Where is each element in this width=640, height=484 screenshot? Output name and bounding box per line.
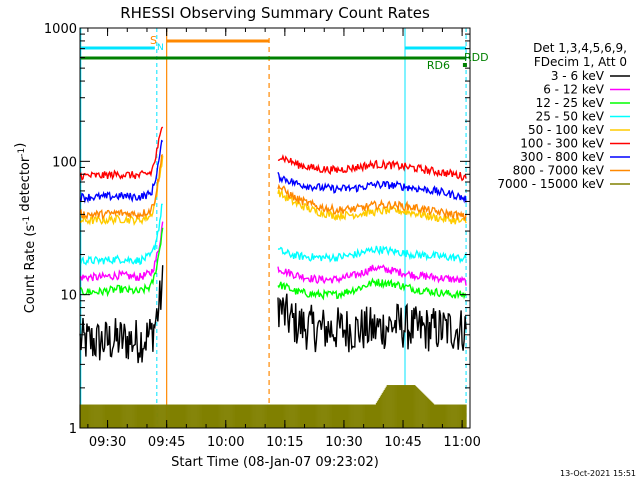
legend-label: 800 - 7000 keV	[513, 164, 605, 178]
y-axis-label-part: )	[13, 143, 28, 148]
series-line-2	[277, 277, 467, 301]
y-axis-label-superscript: -1	[22, 216, 32, 225]
series-line-5	[79, 126, 164, 181]
y-axis-label-part: Count Rate (s	[23, 225, 38, 314]
plot-frame	[79, 27, 471, 429]
legend-label: 3 - 6 keV	[551, 69, 605, 83]
legend-label: 100 - 300 keV	[520, 137, 604, 151]
series-line-2	[79, 227, 164, 298]
x-tick-label: 10:00	[207, 435, 244, 450]
series-line-6	[277, 171, 467, 204]
footer-timestamp: 13-Oct-2021 15:51	[560, 469, 636, 478]
legend-label: 25 - 50 keV	[536, 110, 605, 124]
x-axis-label: Start Time (08-Jan-07 09:23:02)	[171, 455, 379, 470]
chart-title: RHESSI Observing Summary Count Rates	[120, 4, 430, 22]
series-line-1	[79, 221, 164, 283]
y-axis-label-superscript: -1	[17, 148, 27, 157]
series-line-4	[277, 188, 467, 225]
legend-label: 12 - 25 keV	[536, 96, 605, 110]
x-tick-label: 10:45	[384, 435, 421, 450]
legend-header: Det 1,3,4,5,6,9,	[533, 41, 627, 55]
x-tick-label: 10:15	[266, 435, 303, 450]
y-tick-label: 1000	[44, 22, 77, 37]
y-axis-label: Count Rate (s-1 detector-1)	[13, 143, 38, 314]
annotation-rdd: RDD	[464, 51, 489, 64]
legend-header: FDecim 1, Att 0	[534, 55, 627, 69]
plot-background	[80, 28, 470, 428]
y-axis-label-part: detector	[18, 156, 33, 216]
series-line-5	[277, 154, 467, 182]
y-tick-label: 10	[60, 289, 77, 304]
legend-label: 6 - 12 keV	[543, 83, 605, 97]
annotation-n: N	[157, 43, 164, 53]
series-line-3	[79, 203, 163, 266]
series-line-3	[277, 245, 467, 264]
legend-label: 300 - 800 keV	[520, 150, 604, 164]
series-line-6	[79, 139, 164, 204]
y-tick-label: 1	[69, 422, 77, 437]
annotation-s: S	[150, 34, 157, 47]
series-line-0	[277, 293, 467, 353]
x-tick-label: 11:00	[443, 435, 480, 450]
rd6-marker	[462, 63, 467, 67]
series-line-7	[79, 153, 164, 221]
series-line-1	[277, 264, 467, 286]
y-tick-label: 100	[52, 155, 77, 170]
x-tick-label: 10:30	[325, 435, 362, 450]
series-line-7	[277, 183, 467, 222]
series-line-4	[79, 155, 164, 227]
x-tick-label: 09:45	[148, 435, 185, 450]
legend-label: 7000 - 15000 keV	[497, 177, 604, 191]
annotation-rd6: RD6	[427, 59, 450, 72]
legend-label: 50 - 100 keV	[528, 123, 605, 137]
series-line-0	[79, 265, 164, 364]
x-tick-label: 09:30	[89, 435, 126, 450]
